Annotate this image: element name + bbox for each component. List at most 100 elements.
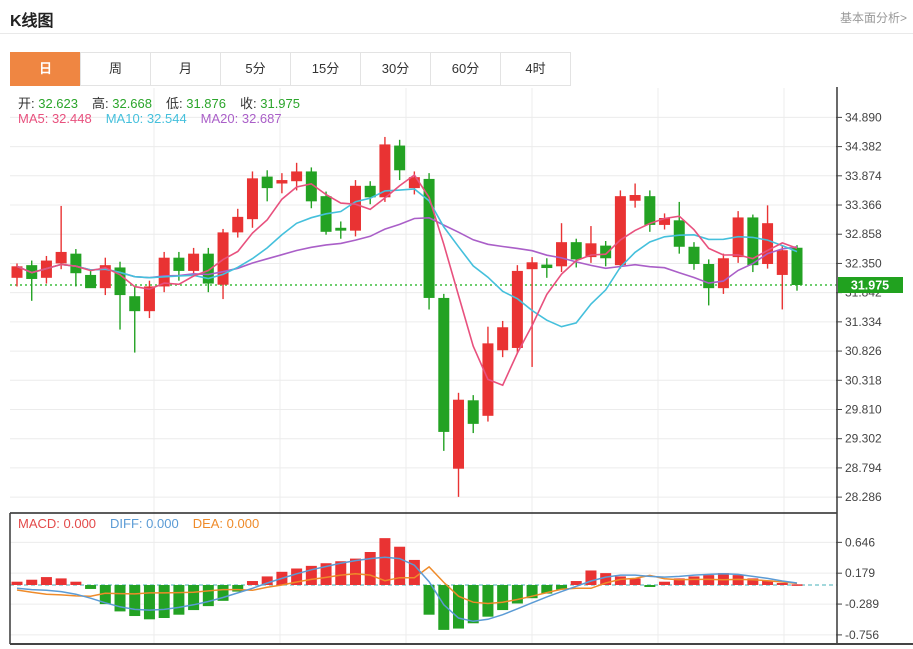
candle-body <box>585 243 597 258</box>
axis-label: 33.874 <box>845 169 882 183</box>
macd-bar <box>600 573 612 585</box>
macd-legend: MACD: 0.000 DIFF: 0.000 DEA: 0.000 <box>18 516 259 531</box>
macd-bar <box>762 580 774 585</box>
ohlc-close: 收: 31.975 <box>240 96 300 111</box>
macd-diff: DIFF: 0.000 <box>110 516 179 531</box>
macd-bar <box>364 552 376 585</box>
axis-label: 33.366 <box>845 198 882 212</box>
candle-body <box>438 297 450 432</box>
candle-body <box>556 242 568 267</box>
macd-bar <box>453 585 465 629</box>
candle-body <box>232 216 244 233</box>
candle-body <box>55 251 67 264</box>
macd-bar <box>541 585 553 594</box>
fundamental-analysis-link[interactable]: 基本面分析> <box>839 11 907 25</box>
candle-body <box>747 217 759 266</box>
candle-body <box>614 196 626 266</box>
candle-body <box>467 400 479 424</box>
candle-body <box>202 253 214 284</box>
candle-body <box>570 242 582 260</box>
diff-line <box>16 556 798 623</box>
macd-bar <box>232 585 244 592</box>
axis-label: 32.858 <box>845 227 882 241</box>
macd-bar <box>570 581 582 585</box>
candle-body <box>659 218 671 225</box>
macd-bar <box>291 568 303 585</box>
axis-label: 0.646 <box>845 535 875 549</box>
ohlc-legend: 开: 32.623 高: 32.668 低: 31.876 收: 31.975 <box>18 93 300 112</box>
tab-period-3[interactable]: 5分 <box>220 52 291 86</box>
macd-bar <box>188 585 200 611</box>
candle-body <box>173 257 185 271</box>
tab-period-2[interactable]: 月 <box>150 52 221 86</box>
macd-bar <box>55 578 67 585</box>
candle-body <box>644 196 656 225</box>
candle-body <box>143 286 155 312</box>
axis-label: 34.890 <box>845 110 882 124</box>
macd-bar <box>246 581 258 585</box>
macd-bar <box>70 581 82 585</box>
macd-bar <box>114 585 126 612</box>
macd-bar <box>26 579 38 585</box>
candle-body <box>423 178 435 298</box>
axis-label: 30.826 <box>845 344 882 358</box>
tab-period-1[interactable]: 周 <box>80 52 151 86</box>
macd-bar <box>497 585 509 611</box>
macd-bar <box>659 581 671 585</box>
macd-bar <box>305 565 317 585</box>
candle-body <box>364 185 376 198</box>
macd-bar <box>408 559 420 585</box>
candle-body <box>261 176 273 189</box>
candle-body <box>114 267 126 296</box>
candle-body <box>776 250 788 275</box>
macd-bar <box>349 558 361 585</box>
tab-period-5[interactable]: 30分 <box>360 52 431 86</box>
candle-body <box>394 145 406 171</box>
candle-body <box>762 223 774 265</box>
macd-bar <box>614 576 626 585</box>
candle-body <box>276 180 288 184</box>
macd-bar <box>747 578 759 585</box>
candle-body <box>349 185 361 231</box>
axis-label: -0.289 <box>845 597 879 611</box>
axis-label: 29.302 <box>845 432 882 446</box>
macd-dea: DEA: 0.000 <box>192 516 260 531</box>
macd-bar <box>688 576 700 585</box>
title-divider <box>0 33 913 34</box>
page-title: K线图 <box>10 13 54 30</box>
axis-label: 31.334 <box>845 315 882 329</box>
ma-ma10: MA10: 32.544 <box>105 111 187 126</box>
macd-bar <box>335 561 347 585</box>
macd-bar <box>644 585 656 587</box>
candle-body <box>453 399 465 469</box>
tab-period-0[interactable]: 日 <box>10 52 81 86</box>
candle-body <box>11 266 23 278</box>
macd-bar <box>438 585 450 630</box>
macd-bar <box>85 585 97 589</box>
ma10-line <box>16 188 798 328</box>
macd-bar <box>776 583 788 585</box>
macd-bar <box>379 538 391 585</box>
candle-body <box>497 327 509 351</box>
dea-line <box>16 565 798 605</box>
candle-body <box>526 262 538 270</box>
macd-bar <box>129 585 141 617</box>
macd-bar <box>556 585 568 590</box>
macd-bar <box>585 570 597 585</box>
ma-ma20: MA20: 32.687 <box>200 111 282 126</box>
macd-bar <box>791 584 803 586</box>
axis-label: 29.810 <box>845 402 882 416</box>
axis-label: 34.382 <box>845 140 882 154</box>
tab-period-4[interactable]: 15分 <box>290 52 361 86</box>
tab-period-6[interactable]: 60分 <box>430 52 501 86</box>
current-price-badge <box>838 277 903 293</box>
tab-period-7[interactable]: 4时 <box>500 52 571 86</box>
macd-bar <box>99 585 111 605</box>
candle-body <box>188 253 200 271</box>
macd-bar <box>173 585 185 615</box>
candle-body <box>541 264 553 269</box>
macd-macd: MACD: 0.000 <box>18 516 97 531</box>
macd-bar <box>143 585 155 620</box>
ohlc-open: 开: 32.623 <box>18 96 78 111</box>
